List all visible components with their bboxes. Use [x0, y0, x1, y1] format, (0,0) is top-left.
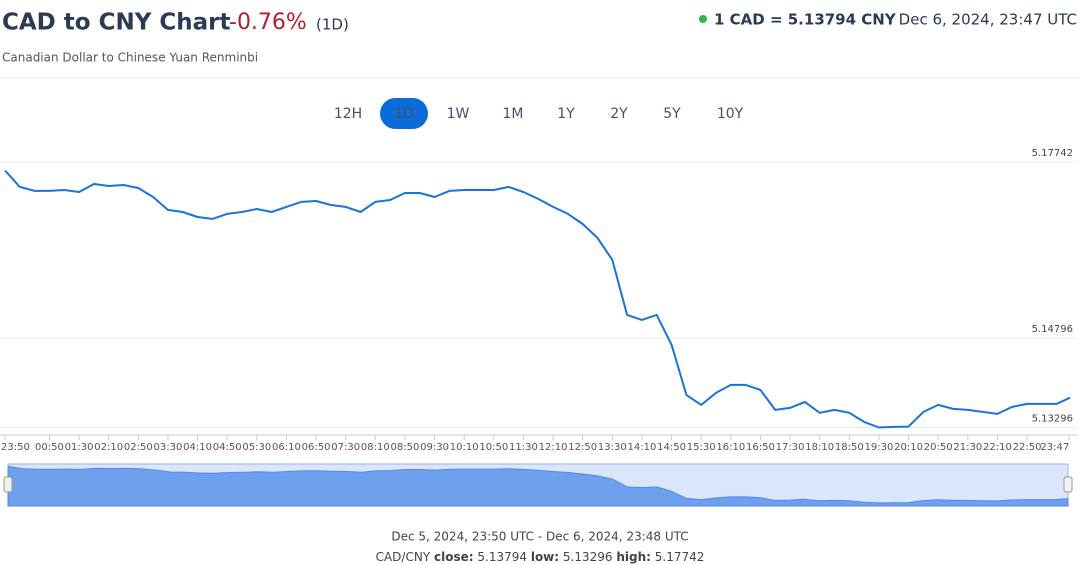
footer-stats: CAD/CNY close: 5.13794 low: 5.13296 high… [376, 550, 705, 564]
timestamp: Dec 6, 2024, 23:47 UTC [899, 11, 1077, 29]
range-button[interactable]: 1W [447, 106, 470, 122]
range-button[interactable]: 12H [334, 106, 362, 122]
x-tick-label: 20:10 [894, 442, 923, 453]
range-button-active[interactable] [380, 98, 428, 129]
x-tick-label: 02:10 [94, 442, 123, 453]
range-button[interactable]: 10Y [717, 106, 744, 122]
rate: 1 CAD = 5.13794 CNY [714, 11, 897, 29]
x-tick-label: 06:50 [302, 442, 331, 453]
x-tick-label: 17:30 [776, 442, 805, 453]
y-tick-label: 5.14796 [1032, 324, 1073, 335]
change: -0.76% [229, 10, 307, 35]
x-tick-label: 10:10 [450, 442, 479, 453]
x-tick-label: 23:50 [1, 442, 30, 453]
x-tick-label: 06:10 [272, 442, 301, 453]
range-buttons: 12H 1D 1W 1M 1Y 2Y 5Y 10Y [334, 98, 744, 129]
x-tick-label: 01:30 [65, 442, 94, 453]
pair: CAD/CNY [376, 550, 431, 564]
high: 5.17742 [655, 550, 705, 564]
x-tick-label: 07:30 [331, 442, 360, 453]
navigator-handle[interactable] [1063, 476, 1073, 493]
plot: 5.17742 5.14796 5.13296 23:50 00:50 01:30 02:1… [0, 148, 1078, 507]
x-tick-label: 13:30 [598, 442, 627, 453]
period: (1D) [316, 16, 349, 34]
x-tick-label: 20:50 [924, 442, 953, 453]
x-tick-label: 22:50 [1013, 442, 1042, 453]
x-tick-label: 16:10 [716, 442, 745, 453]
range-button[interactable]: 5Y [663, 106, 681, 122]
x-tick-label: 08:50 [391, 442, 420, 453]
x-tick-label: 18:10 [805, 442, 834, 453]
x-tick-label: 04:10 [183, 442, 212, 453]
x-tick-label: 18:50 [835, 442, 864, 453]
x-tick-label: 02:50 [124, 442, 153, 453]
range-button[interactable]: 2Y [610, 106, 628, 122]
navigator-area [7, 465, 1069, 507]
x-tick-label: 16:50 [746, 442, 775, 453]
low: 5.13296 [563, 550, 613, 564]
range-button[interactable]: 1D [394, 106, 414, 122]
x-tick-label: 12:50 [568, 442, 597, 453]
high-label: high: [616, 550, 651, 564]
x-tick-label: 12:10 [539, 442, 568, 453]
x-tick-label: 22:10 [983, 442, 1012, 453]
y-tick-label: 5.17742 [1032, 148, 1073, 159]
x-tick-label: 14:10 [628, 442, 657, 453]
footer-range: Dec 5, 2024, 23:50 UTC - Dec 6, 2024, 23… [391, 530, 688, 544]
navigator-handle[interactable] [3, 476, 13, 493]
y-tick-label: 5.13296 [1032, 413, 1073, 424]
low-label: low: [531, 550, 559, 564]
x-tick-label: 23:47 [1040, 442, 1069, 453]
range-button[interactable]: 1Y [557, 106, 575, 122]
x-tick-label: 05:30 [242, 442, 271, 453]
title: CAD to CNY Chart [2, 10, 230, 36]
range-button[interactable]: 1M [503, 106, 524, 122]
x-tick-label: 08:10 [361, 442, 390, 453]
x-tick-label: 03:30 [154, 442, 183, 453]
close-label: close: [434, 550, 474, 564]
live-dot [699, 15, 707, 23]
x-tick-label: 15:30 [687, 442, 716, 453]
x-tick-label: 04:50 [213, 442, 242, 453]
x-tick-label: 19:30 [865, 442, 894, 453]
subtitle: Canadian Dollar to Chinese Yuan Renminbi [2, 51, 258, 65]
close: 5.13794 [477, 550, 527, 564]
price-line [4, 169, 1071, 429]
x-tick-label: 00:50 [35, 442, 64, 453]
x-tick-label: 11:30 [509, 442, 538, 453]
x-tick-label: 09:30 [420, 442, 449, 453]
x-tick-label: 14:50 [657, 442, 686, 453]
x-tick-label: 10:50 [479, 442, 508, 453]
x-tick-label: 21:30 [953, 442, 982, 453]
